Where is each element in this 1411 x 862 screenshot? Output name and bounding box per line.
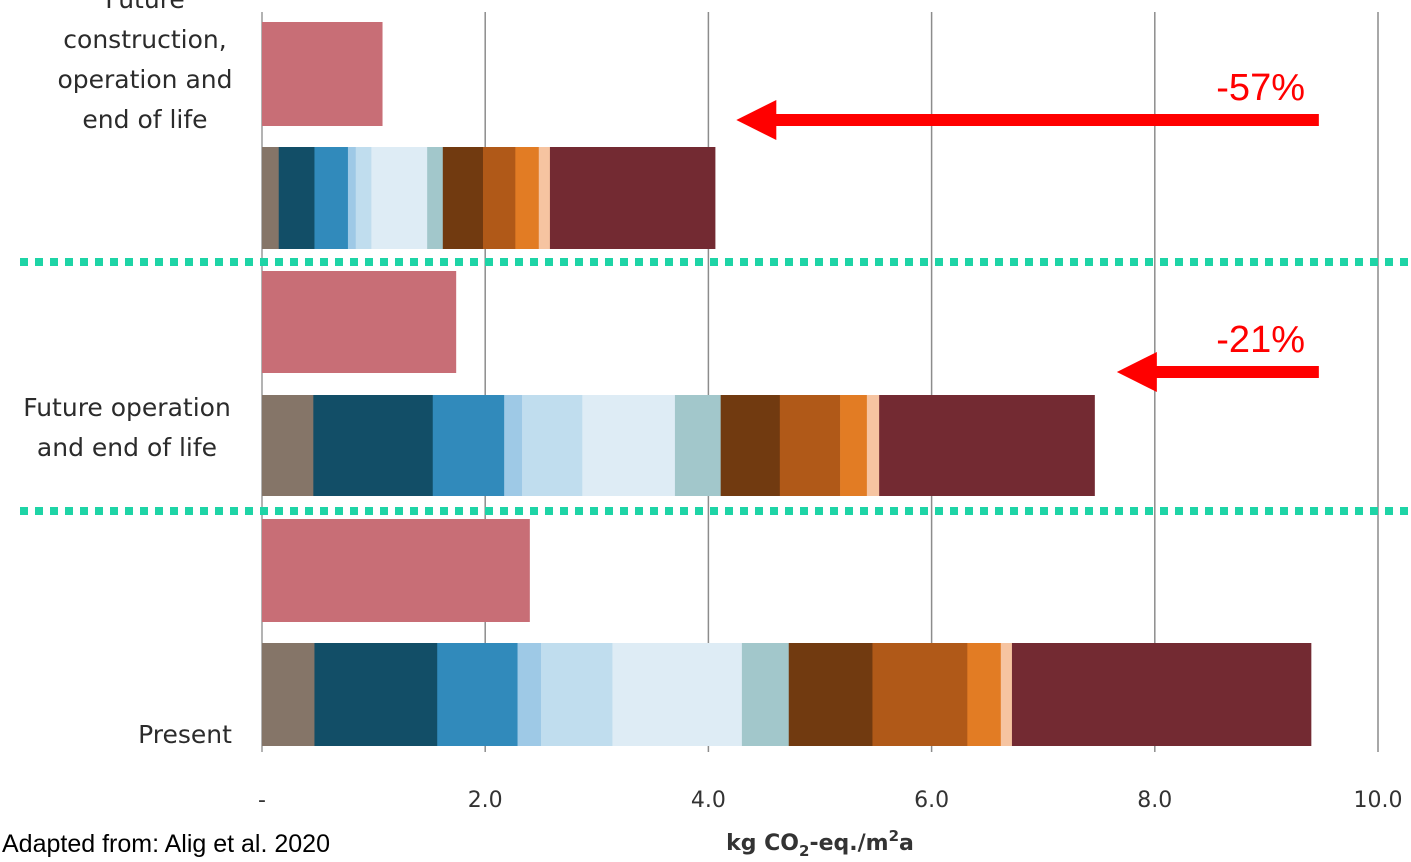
x-axis-label-suffix: a <box>899 831 914 856</box>
x-tick-label: 6.0 <box>914 788 949 813</box>
category-label-line: Future <box>105 0 185 14</box>
single-bar <box>262 271 457 373</box>
stacked-bar-segment <box>840 395 868 496</box>
x-axis-label-sub: 2 <box>799 842 809 857</box>
x-axis-label: kg CO2-eq./m2a <box>726 827 914 857</box>
x-axis-label-sup: 2 <box>889 827 899 845</box>
stacked-bar-segment <box>355 147 372 249</box>
x-tick-label: 8.0 <box>1137 788 1172 813</box>
source-note: Adapted from: Alig et al. 2020 <box>2 830 330 857</box>
stacked-bar-segment <box>541 643 613 746</box>
stacked-bar-segment <box>538 147 551 249</box>
stacked-bar-segment <box>262 643 315 746</box>
category-label-line: Present <box>138 720 232 749</box>
stacked-bar-segment <box>314 147 349 249</box>
category-label-line: end of life <box>82 105 207 134</box>
category-label-line: and end of life <box>37 433 217 462</box>
single-bar <box>262 22 383 126</box>
stacked-bar-segment <box>515 147 540 249</box>
stacked-bar-segment <box>517 643 542 746</box>
stacked-bar-segment <box>427 147 444 249</box>
category-separators <box>20 258 1411 515</box>
bars <box>262 22 1312 746</box>
stacked-bar-segment <box>437 643 518 746</box>
category-labels: Future construction, operation and end of l… <box>23 0 232 749</box>
stacked-bar-segment <box>967 643 1002 746</box>
x-axis-label-middle: -eq./m <box>809 831 888 856</box>
stacked-bar-segment <box>442 147 484 249</box>
x-tick-labels: - 2.0 4.0 6.0 8.0 10.0 <box>258 788 1402 813</box>
stacked-bar-segment <box>879 395 1095 496</box>
stacked-bar-segment <box>1011 643 1312 746</box>
stacked-bar-segment <box>313 395 434 496</box>
stacked-bar-segment <box>779 395 841 496</box>
stacked-bar-segment <box>262 395 314 496</box>
annotation-label: -57% <box>1216 67 1305 109</box>
x-tick-label: - <box>258 788 266 813</box>
stacked-bar-segment <box>582 395 676 496</box>
stacked-bar-segment <box>522 395 583 496</box>
category-label-line: Future operation <box>23 393 231 422</box>
stacked-bar-segment <box>720 395 781 496</box>
stacked-bar-segment <box>1000 643 1013 746</box>
stacked-bar-segment <box>504 395 523 496</box>
annotation-arrow-head <box>1116 352 1157 392</box>
x-tick-label: 2.0 <box>468 788 503 813</box>
stacked-bar-segment <box>347 147 357 249</box>
category-label-line: operation and <box>57 65 232 94</box>
x-tick-label: 10.0 <box>1354 788 1403 813</box>
stacked-bar-segment <box>788 643 873 746</box>
stacked-bar-segment <box>278 147 315 249</box>
category-label-line: construction, <box>63 25 226 54</box>
x-tick-label: 4.0 <box>691 788 726 813</box>
stacked-bar-segment <box>432 395 505 496</box>
annotation-label: -21% <box>1216 319 1305 361</box>
annotations: -57% -21% <box>736 67 1319 392</box>
x-axis-label-prefix: kg CO <box>726 831 799 856</box>
stacked-bar-segment <box>549 147 716 249</box>
stacked-bar-segment <box>674 395 721 496</box>
stacked-bar-segment <box>741 643 790 746</box>
stacked-bar-segment <box>371 147 428 249</box>
stacked-bar-segment <box>262 147 280 249</box>
single-bar <box>262 519 530 622</box>
annotation-arrow-head <box>736 100 777 140</box>
stacked-bar-segment <box>612 643 743 746</box>
stacked-bar-segment <box>866 395 880 496</box>
stacked-bar-segment <box>872 643 968 746</box>
stacked-bar-segment <box>482 147 516 249</box>
stacked-bar-segment <box>314 643 438 746</box>
